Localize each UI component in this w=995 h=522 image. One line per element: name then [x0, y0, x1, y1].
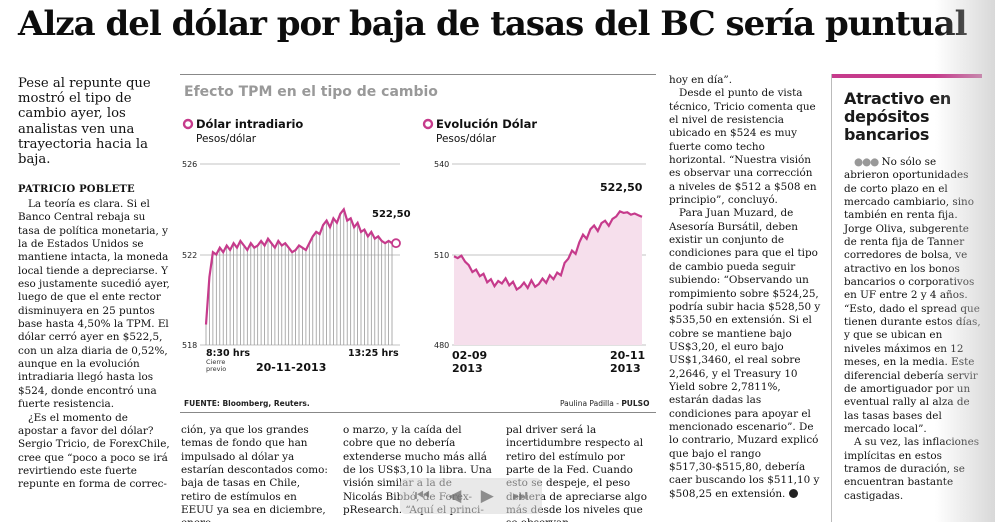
chart1-date-label: 20-11-2013 [256, 361, 327, 374]
credit-name: Paulina Padilla [560, 399, 614, 408]
credit-separator: - [613, 399, 622, 408]
chart1-subtitle: Pesos/dólar [196, 133, 257, 145]
article-column-2: ción, ya que los grandes temas de fondo … [181, 424, 331, 522]
bullet-dots-icon: ●●● [854, 156, 879, 168]
chart2-subtitle: Pesos/dólar [436, 133, 497, 145]
sidebar-paragraph: A su vez, las inflaciones implícitas en … [844, 436, 980, 502]
sidebar-body: ●●● No sólo se abrieron oportunidades de… [844, 156, 981, 503]
paragraph: ¿Es el momento de apostar a favor del dó… [18, 411, 170, 491]
credit-publication: PULSO [621, 399, 650, 408]
chart1-title: Dólar intradiario [196, 117, 303, 131]
page-viewer-navigation: ⏮ ◀ ▶ ⏭ [400, 478, 542, 514]
article-byline: PATRICIO POBLETE [18, 184, 135, 195]
article-column-5: hoy en día”. Desde el punto de vista téc… [669, 74, 821, 522]
chart2-end-label: 522,50 [600, 181, 643, 194]
chart1-x-label-end: 13:25 hrs [348, 348, 399, 359]
chart2-ytick-top: 540 [434, 160, 449, 169]
sidebar-paragraph: ●●● No sólo se abrieron oportunidades de… [844, 156, 981, 436]
chart2-area-fill [454, 211, 642, 345]
last-page-icon[interactable]: ⏭ [512, 486, 528, 506]
article-headline: Alza del dólar por baja de tasas del BC … [18, 4, 968, 44]
paragraph: Desde el punto de vista técnico, Tricio … [669, 87, 817, 207]
next-page-icon[interactable]: ▶ [480, 486, 494, 506]
chart1-end-marker [391, 238, 401, 249]
chart1-ytick-bottom: 518 [182, 341, 197, 350]
article-lead: Pese al repunte que mostró el tipo de ca… [18, 76, 151, 168]
end-of-article-icon: n [788, 489, 803, 499]
chart2-series-line [453, 210, 643, 292]
paragraph: hoy en día”. [669, 74, 733, 86]
chart2-ytick-bottom: 480 [434, 341, 449, 350]
chart2-title: Evolución Dólar [436, 117, 537, 131]
chart1-x-label-start: 8:30 hrs [206, 348, 250, 359]
chart1-x-note: Cierre previo [206, 358, 227, 373]
infographic-top-rule [180, 74, 656, 75]
sidebar-paragraph-text: No sólo se abrieron oportunidades de cor… [844, 156, 981, 435]
paragraph: ción, ya que los grandes temas de fondo … [181, 424, 328, 522]
sidebar-box: Atractivo en depósitos bancarios ●●● No … [831, 74, 982, 522]
infographic-credit: Paulina Padilla - PULSO [560, 399, 649, 408]
chart1-hatch-fill [205, 209, 393, 345]
intraday-dollar-chart: Dólar intradiario Pesos/dólar 526 522 51… [182, 117, 411, 359]
sidebar-accent-bar [832, 74, 982, 78]
chart2-x-label-start: 02-09 2013 [452, 349, 488, 375]
chart1-end-label: 522,50 [372, 209, 411, 220]
infographic: Efecto TPM en el tipo de cambio Dólar in… [180, 74, 656, 414]
chart1-ytick-top: 526 [182, 160, 197, 169]
paragraph: Para Juan Muzard, de Asesoría Bursátil, … [669, 207, 821, 501]
chart2-x-label-end: 20-11 2013 [610, 349, 646, 375]
first-page-icon[interactable]: ⏮ [414, 486, 430, 506]
dollar-evolution-chart: Evolución Dólar Pesos/dólar 540 510 480 … [422, 117, 646, 350]
chart1-legend-marker [182, 118, 194, 130]
paragraph: La teoría es clara. Si el Banco Central … [18, 198, 170, 411]
chart1-series-line [204, 206, 393, 325]
previous-page-icon[interactable]: ◀ [448, 486, 462, 506]
infographic-source: FUENTE: Bloomberg, Reuters. [184, 399, 310, 408]
paragraph-text: Para Juan Muzard, de Asesoría Bursátil, … [669, 207, 821, 500]
chart2-legend-marker [422, 118, 434, 130]
infographic-bottom-rule [180, 412, 656, 413]
chart1-ytick-mid: 522 [182, 251, 197, 260]
chart2-ytick-mid: 510 [434, 251, 449, 260]
infographic-title: Efecto TPM en el tipo de cambio [184, 84, 438, 100]
article-column-1: La teoría es clara. Si el Banco Central … [18, 198, 170, 522]
sidebar-title: Atractivo en depósitos bancarios [844, 89, 951, 144]
